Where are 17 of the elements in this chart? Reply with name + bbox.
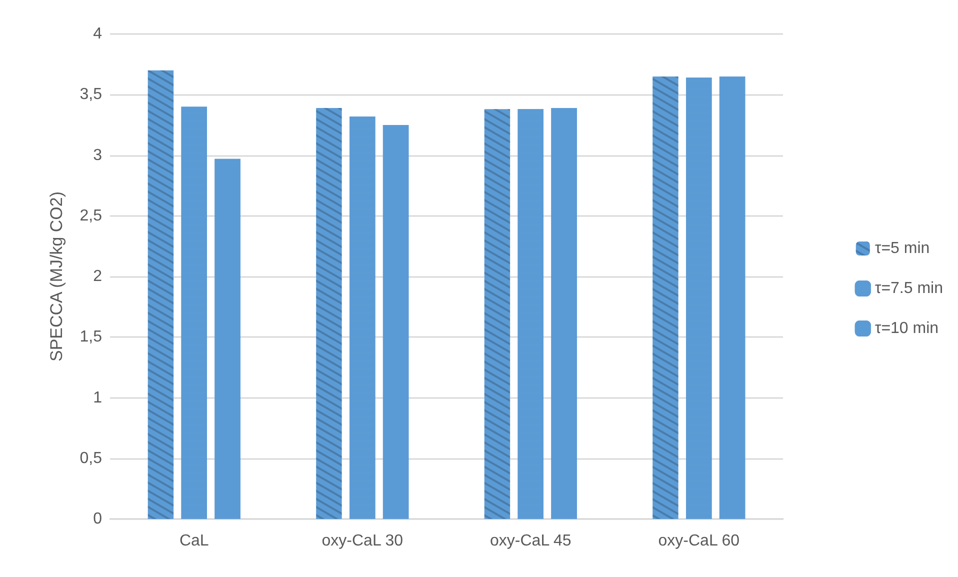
y-tick-label: 0,5 — [80, 450, 102, 467]
x-tick-label: oxy-CaL 45 — [490, 532, 572, 550]
x-tick-label: oxy-CaL 60 — [658, 532, 740, 550]
y-tick-label: 3,5 — [80, 86, 102, 104]
y-tick-label: 1 — [93, 389, 102, 406]
y-tick-label: 2 — [93, 268, 102, 285]
x-tick-label: oxy-CaL 30 — [322, 532, 404, 550]
y-axis-title: SPECCA (MJ/kg CO2) — [47, 191, 66, 362]
y-tick-label: 4 — [93, 26, 102, 42]
y-tick-label: 0 — [93, 510, 102, 528]
legend-label: τ=5 min — [874, 240, 930, 257]
legend-label: τ=7.5 min — [874, 280, 944, 297]
legend-label: τ=10 min — [874, 320, 939, 337]
y-tick-label: 2,5 — [80, 207, 102, 224]
x-tick-label: CaL — [179, 532, 209, 550]
y-tick-label: 1,5 — [80, 328, 102, 346]
y-tick-label: 3 — [93, 146, 102, 164]
